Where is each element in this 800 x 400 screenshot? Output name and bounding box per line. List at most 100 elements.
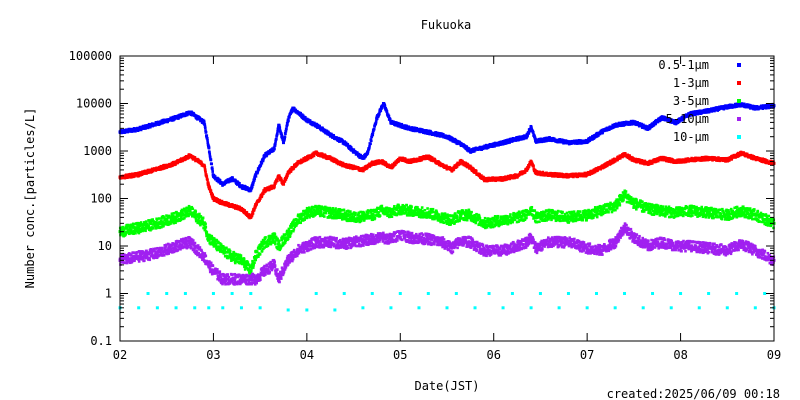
data-point xyxy=(299,112,303,115)
data-point xyxy=(261,159,265,163)
data-point xyxy=(397,159,401,163)
data-point xyxy=(288,115,291,119)
data-point xyxy=(730,103,734,107)
data-point xyxy=(282,141,285,145)
data-point xyxy=(531,131,535,134)
data-point xyxy=(286,123,289,126)
data-point xyxy=(203,125,207,128)
data-point xyxy=(251,183,255,186)
data-point xyxy=(253,206,257,209)
data-point xyxy=(344,141,348,145)
data-point xyxy=(211,167,214,171)
data-point xyxy=(230,177,234,181)
data-point xyxy=(211,174,215,178)
data-point xyxy=(280,178,283,182)
data-point xyxy=(247,213,251,216)
data-point xyxy=(204,169,207,172)
data-point xyxy=(210,166,214,169)
data-point xyxy=(342,141,346,145)
data-point xyxy=(373,125,377,128)
data-point xyxy=(243,209,246,212)
data-point xyxy=(250,185,254,189)
data-point xyxy=(304,116,307,119)
data-point xyxy=(252,180,255,184)
data-point xyxy=(700,111,704,115)
data-point xyxy=(140,173,144,176)
data-point xyxy=(397,121,400,125)
data-point xyxy=(252,208,256,212)
data-point xyxy=(504,139,508,142)
data-point xyxy=(452,168,456,171)
data-point xyxy=(705,108,708,111)
data-point xyxy=(468,149,472,153)
data-point xyxy=(262,192,265,196)
data-point xyxy=(323,128,327,132)
data-point xyxy=(366,150,370,153)
data-point xyxy=(159,164,163,168)
data-point xyxy=(400,124,404,128)
data-point xyxy=(369,142,372,145)
data-point xyxy=(276,179,279,183)
data-point xyxy=(369,139,373,143)
data-point xyxy=(205,136,209,140)
data-point xyxy=(204,130,208,134)
data-point xyxy=(533,136,537,139)
data-point xyxy=(259,197,262,200)
data-point xyxy=(725,105,729,109)
data-point xyxy=(753,106,757,110)
data-point xyxy=(301,160,305,163)
data-point xyxy=(205,134,209,137)
data-point xyxy=(249,188,253,192)
data-point xyxy=(200,117,203,121)
data-point xyxy=(445,164,448,168)
data-point xyxy=(174,116,178,120)
data-point xyxy=(349,146,353,149)
data-point xyxy=(284,132,287,136)
data-point xyxy=(208,156,212,159)
data-point xyxy=(597,134,600,137)
data-point xyxy=(394,163,397,166)
data-point xyxy=(278,126,282,130)
data-point xyxy=(305,118,309,122)
chart-title: Fukuoka xyxy=(421,18,472,32)
data-point xyxy=(206,141,210,145)
data-point xyxy=(274,142,277,145)
data-point xyxy=(258,199,261,202)
data-point xyxy=(383,104,387,108)
data-point xyxy=(722,107,726,111)
data-point xyxy=(387,163,390,167)
data-point xyxy=(188,110,192,114)
data-point xyxy=(533,134,536,138)
data-point xyxy=(378,112,381,115)
data-point xyxy=(515,137,519,141)
data-point xyxy=(314,123,318,127)
data-point xyxy=(375,116,379,120)
data-point xyxy=(459,142,463,146)
data-point xyxy=(279,177,283,180)
data-point xyxy=(286,118,290,122)
data-point xyxy=(480,174,483,177)
data-point xyxy=(628,154,631,158)
data-point xyxy=(283,135,287,138)
data-point xyxy=(543,139,547,143)
data-point xyxy=(566,141,570,145)
data-point xyxy=(389,120,393,124)
data-point xyxy=(384,107,388,110)
data-point xyxy=(281,136,284,140)
data-point xyxy=(433,159,437,162)
data-point xyxy=(527,131,531,135)
data-point xyxy=(239,184,243,188)
data-point xyxy=(276,129,280,132)
data-point xyxy=(482,145,486,149)
data-point xyxy=(585,139,589,143)
data-point xyxy=(211,193,214,197)
data-point xyxy=(368,146,371,150)
data-point xyxy=(527,165,531,168)
data-point xyxy=(211,170,214,173)
data-point xyxy=(276,132,279,135)
data-point xyxy=(528,129,532,133)
data-point xyxy=(501,141,505,145)
data-point xyxy=(388,117,392,121)
data-point xyxy=(352,149,356,153)
data-point xyxy=(508,141,511,144)
